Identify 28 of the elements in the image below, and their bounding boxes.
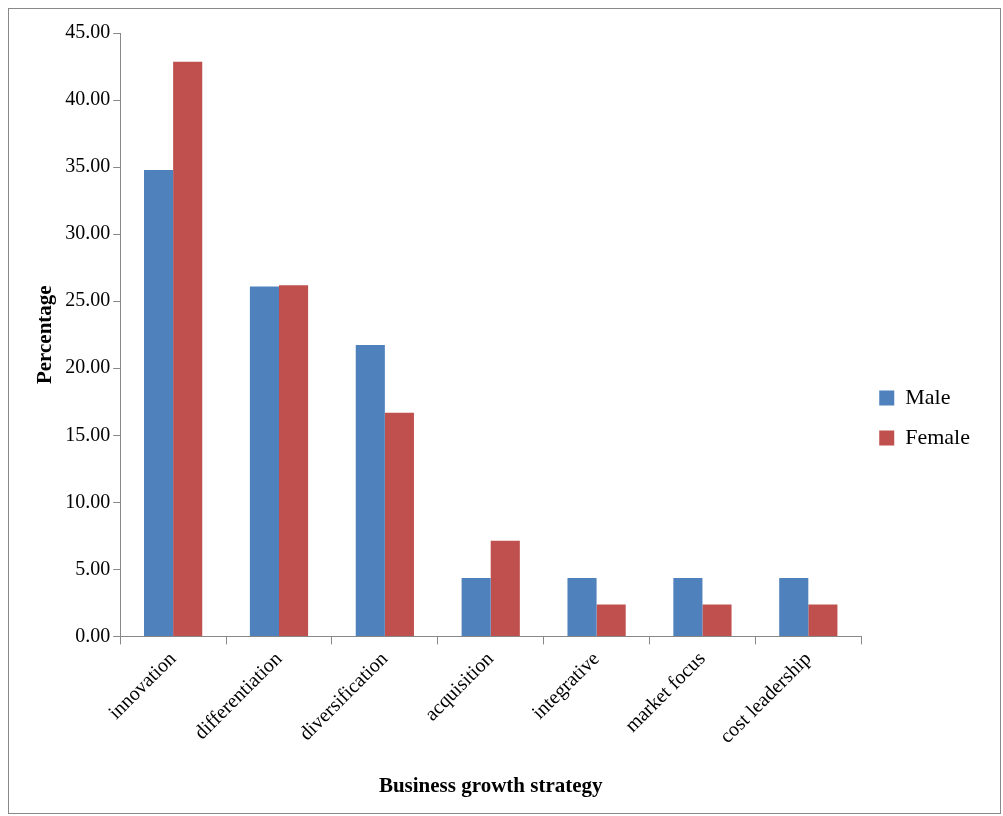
bar [808,604,838,636]
x-axis-title: Business growth strategy [378,772,604,797]
bar [490,540,520,636]
bar [461,578,491,636]
y-tick-label: 5.00 [75,556,111,579]
bar [279,285,309,636]
bar [384,412,414,636]
bar [779,578,809,636]
bar [355,344,385,636]
y-tick-label: 10.00 [65,489,111,512]
bar [249,286,279,636]
y-axis-title: Percentage [32,285,57,385]
y-tick-label: 45.00 [65,20,111,43]
y-tick-label: 30.00 [65,221,111,244]
y-tick-label: 40.00 [65,87,111,110]
y-tick-label: 35.00 [65,154,111,177]
legend-label: Male [905,383,951,409]
legend-label: Female [905,423,971,449]
y-tick-label: 20.00 [65,355,111,378]
y-tick-label: 15.00 [65,422,111,445]
bar [673,578,703,636]
bar [144,170,174,636]
bar [567,578,597,636]
bar [702,604,732,636]
y-tick-label: 0.00 [75,623,111,646]
bar [173,61,203,636]
bar [596,604,626,636]
y-tick-label: 25.00 [65,288,111,311]
